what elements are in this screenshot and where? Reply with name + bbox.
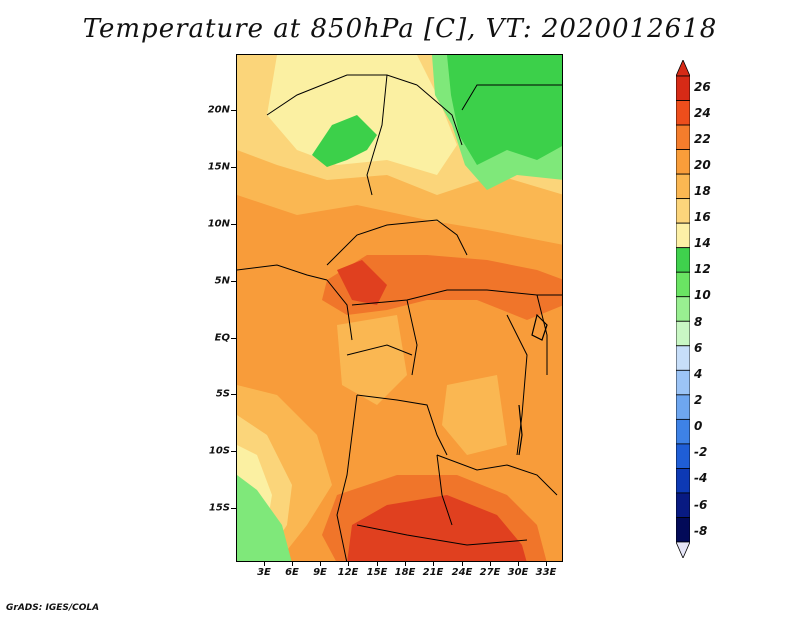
colorbar-cell [676,418,690,445]
x-axis-label: 3E [257,567,271,578]
x-axis-label: 15E [366,567,388,578]
y-tick [231,508,236,509]
x-axis-label: 6E [285,567,299,578]
colorbar-cell [676,345,690,371]
colorbar-cell [676,443,690,469]
colorbar-label: 20 [694,158,711,172]
y-axis-label: 5N [214,275,230,287]
country-borders [237,74,562,561]
colorbar-cell [676,394,690,420]
y-tick [231,224,236,225]
x-axis-label: 30E [507,567,529,578]
colorbar-label: 4 [694,367,703,381]
colorbar-label: 14 [694,236,711,250]
colorbar-label: 18 [694,184,711,198]
field-16 [267,55,457,175]
colorbar-label: 0 [694,419,703,433]
lakes [518,313,548,456]
x-axis-label: 27E [479,567,501,578]
x-tick [264,562,265,566]
colorbar-label: 24 [694,106,711,120]
x-tick [405,562,406,566]
field-12-ne [447,55,562,165]
x-tick [433,562,434,566]
colorbar-cell [676,296,690,322]
field-26-south [347,495,527,561]
colorbar-label: 10 [694,288,711,302]
x-tick [546,562,547,566]
y-axis-label: 15N [207,161,230,173]
colorbar-bottom-arrow [676,541,690,558]
colorbar-label: -4 [694,471,708,485]
colorbar-label: 16 [694,210,711,224]
colorbar-cell [676,517,690,543]
y-axis-label: 20N [207,104,230,116]
colorbar-cell [676,468,690,494]
y-axis-label: 5S [215,388,230,400]
colorbar-label: -6 [694,498,708,512]
colorbar-label: 26 [694,80,711,94]
field-20-west [337,315,407,405]
colorbar-label: -8 [694,524,708,538]
y-axis-label: 10N [207,218,230,230]
colorbar-label: 12 [694,262,711,276]
x-tick [462,562,463,566]
colorbar-cell [676,247,690,273]
colorbar-label: 6 [694,341,703,355]
x-axis-label: 9E [313,567,327,578]
colorbar-cell [676,100,690,126]
x-tick [320,562,321,566]
x-axis-label: 18E [394,567,416,578]
colorbar-cell [676,124,690,150]
x-axis-label: 33E [535,567,557,578]
colorbar [676,60,690,558]
colorbar-cell [676,173,690,200]
y-axis-label: 10S [208,445,230,457]
colorbar-cell [676,198,690,224]
colorbar-cell [676,320,690,347]
x-tick [292,562,293,566]
field-20-east [442,375,507,455]
y-tick [231,281,236,282]
y-axis-label: EQ [214,332,230,344]
colorbar-label: 8 [694,315,703,329]
x-tick [490,562,491,566]
colorbar-cell [676,75,690,101]
field-26-north [337,260,387,305]
field-14-sw [237,475,292,561]
y-tick [231,451,236,452]
x-tick [377,562,378,566]
colorbar-cell [676,369,690,396]
x-tick [348,562,349,566]
colorbar-label: 2 [694,393,703,407]
y-tick [231,394,236,395]
y-axis-label: 15S [208,502,230,514]
x-axis-label: 24E [451,567,473,578]
temperature-field [237,55,562,561]
x-tick [518,562,519,566]
x-axis-label: 12E [337,567,359,578]
colorbar-cell [676,271,690,298]
y-tick [231,338,236,339]
colorbar-label: 22 [694,132,711,146]
y-tick [231,110,236,111]
colorbar-cell [676,492,690,518]
x-axis-label: 21E [422,567,444,578]
field-12-blob [312,115,377,167]
colorbar-label: -2 [694,445,708,459]
grads-credit: GrADS: IGES/COLA [6,603,100,613]
colorbar-top-arrow [676,60,690,77]
colorbar-cell [676,149,690,175]
y-tick [231,167,236,168]
colorbar-cell [676,222,690,249]
field-24-north [322,255,562,320]
temperature-map [236,54,563,562]
map-title: Temperature at 850hPa [C], VT: 202001261… [82,14,718,44]
